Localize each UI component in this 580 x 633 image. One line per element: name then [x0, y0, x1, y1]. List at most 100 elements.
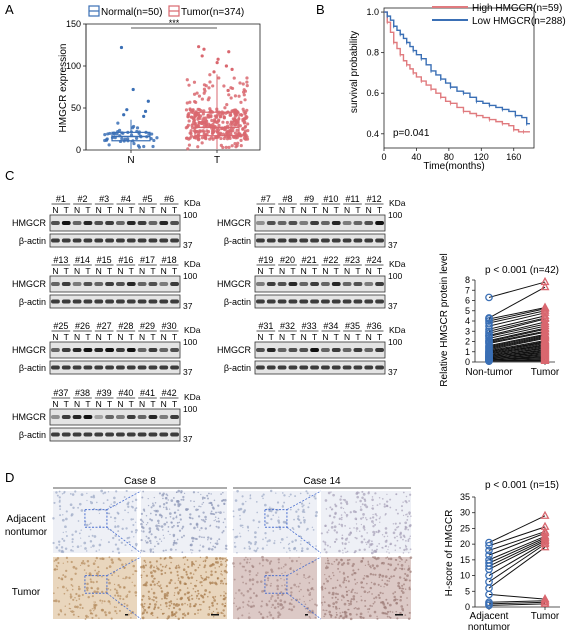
ihc-cell [340, 514, 343, 516]
jitter-point [184, 136, 189, 140]
ihc-cell [346, 550, 349, 553]
ihc-cell [335, 607, 338, 610]
zoom-line [106, 490, 142, 510]
hmgcr-band [61, 415, 71, 419]
ihc-cell [215, 511, 217, 514]
ihc-cell [207, 576, 210, 579]
hmgcr-band [277, 221, 287, 225]
jitter-point [187, 143, 192, 147]
ihc-cell [72, 506, 75, 509]
ihc-cell [156, 582, 159, 585]
ihc-cell [211, 601, 214, 605]
ihc-cell [377, 583, 380, 586]
jitter-point [246, 129, 250, 133]
ihc-cell [207, 539, 209, 541]
pair-line [488, 337, 546, 351]
ihc-cell [195, 560, 197, 562]
ihc-cell [160, 584, 162, 586]
ihc-cell [405, 495, 408, 498]
ihc-cell [372, 533, 375, 537]
pair-line [488, 348, 546, 357]
ihc-cell [117, 513, 120, 515]
ihc-cell [143, 608, 147, 612]
ihc-cell [332, 571, 334, 574]
ihc-cell [375, 564, 379, 568]
jitter-point [189, 115, 194, 119]
ihc-cell [199, 603, 201, 606]
row-label-adjacent: Adjacent nontumor [5, 514, 48, 538]
ihc-cell [305, 490, 308, 493]
ihc-cell [191, 564, 193, 567]
ihc-cell [386, 500, 389, 503]
jitter-point [193, 122, 197, 126]
ihc-cell [194, 537, 197, 540]
ihc-cell [346, 562, 350, 565]
pair-line [488, 307, 546, 320]
lane-label: T [312, 266, 317, 276]
marker-37: 37 [388, 240, 398, 250]
ihc-cell [332, 574, 335, 577]
ihc-cell [297, 525, 300, 528]
actin-band [116, 299, 125, 304]
ihc-cell [365, 518, 368, 521]
ihc-cell [340, 523, 344, 527]
ihc-cell [130, 616, 132, 619]
ihc-cell [102, 492, 105, 495]
panel-b-pvalue: p=0.041 [393, 128, 430, 139]
actin-band [94, 432, 104, 437]
ihc-cell [160, 572, 163, 576]
ihc-cell [394, 558, 397, 561]
zoom-line [106, 556, 142, 576]
case-label: #10 [323, 194, 338, 204]
ihc-cell [289, 549, 291, 552]
ihc-cell [332, 493, 335, 497]
ihc-tiles [52, 489, 413, 621]
ihc-cell [56, 568, 59, 571]
ihc-cell [209, 525, 211, 527]
ihc-cell [244, 569, 247, 572]
ihc-cell [118, 539, 121, 541]
ihc-cell [301, 550, 303, 553]
ihc-cell [277, 567, 280, 570]
actin-band [148, 432, 158, 437]
ihc-cell [193, 526, 196, 530]
ihc-cell [177, 592, 180, 595]
panel-a-ytick-label: 50 [71, 103, 81, 113]
ihc-cell [155, 524, 158, 528]
ihc-cell [197, 612, 199, 614]
jitter-point [187, 111, 191, 116]
ihc-cell [299, 582, 301, 585]
ihc-cell [181, 616, 185, 619]
ihc-cell [398, 576, 402, 579]
ihc-cell [165, 564, 168, 567]
paired-ytick-label: 15 [460, 555, 470, 565]
jitter-point [110, 136, 115, 140]
actin-band [72, 299, 82, 304]
ihc-cell [131, 549, 133, 552]
ihc-cell [90, 495, 93, 499]
ihc-cell [146, 521, 149, 524]
ihc-cell [378, 573, 382, 577]
panel-d-title: p < 0.001 (n=15) [485, 480, 559, 491]
blot-actin-frame [254, 294, 386, 309]
ihc-cell [277, 615, 280, 619]
ihc-cell [278, 516, 280, 518]
ihc-cell [203, 497, 206, 500]
nontumor-point [485, 541, 493, 550]
ihc-cell [255, 574, 258, 577]
ihc-cell [340, 506, 343, 509]
jitter-point [204, 116, 208, 120]
lane-label: T [355, 266, 360, 276]
ihc-cell [325, 609, 328, 612]
ihc-cell [340, 586, 342, 588]
actin-band [116, 238, 125, 243]
jitter-point [226, 110, 230, 114]
ihc-cell [172, 517, 175, 520]
ihc-cell [165, 584, 169, 588]
ihc-cell [73, 611, 75, 613]
jitter-point [218, 115, 222, 119]
blot-actin-bg [50, 361, 180, 374]
ihc-cell [124, 509, 126, 512]
actin-band [83, 432, 93, 437]
